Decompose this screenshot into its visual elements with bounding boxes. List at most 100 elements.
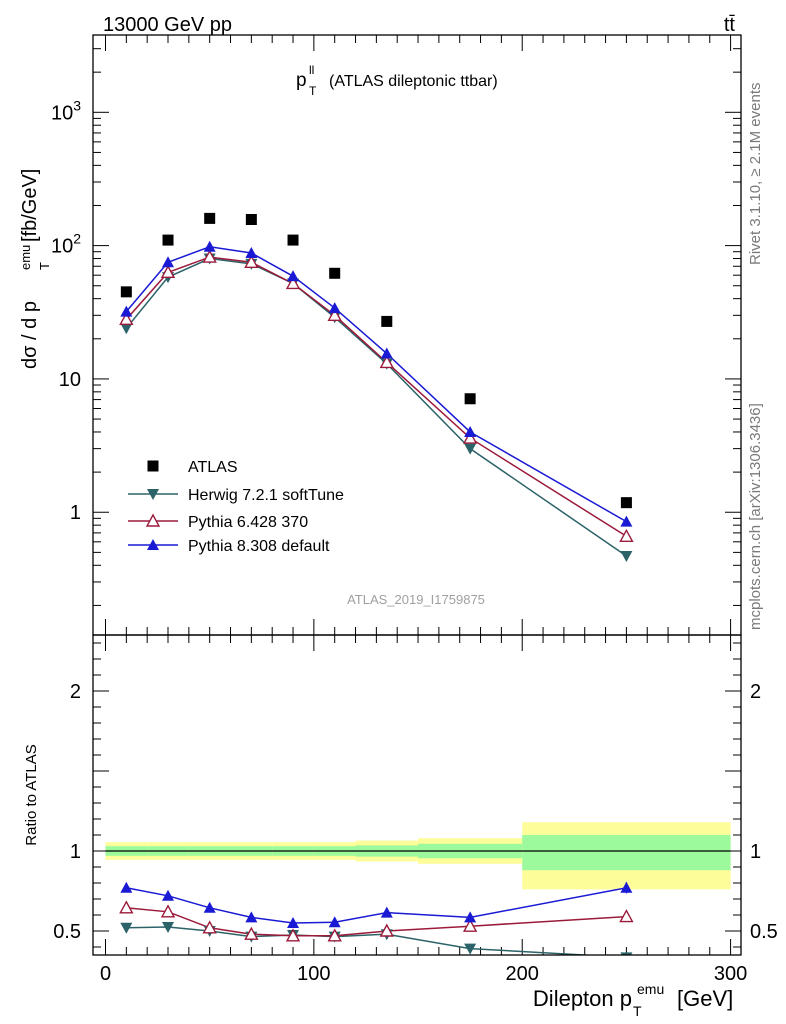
pythia8-ratio-point bbox=[380, 906, 393, 918]
pythia8-ratio-point bbox=[245, 911, 258, 923]
analysis-watermark: ATLAS_2019_I1759875 bbox=[347, 592, 485, 607]
main-y-tick-label: 10 bbox=[59, 369, 81, 391]
pythia6-ratio-point bbox=[244, 926, 259, 940]
pythia6-ratio-point bbox=[119, 900, 134, 914]
pythia6-ratio-point bbox=[160, 904, 176, 918]
ratio-axis-ticks: 0.5 0.5 1 1 2 2 0 100 200 300 bbox=[53, 635, 778, 985]
x-tick-label: 0 bbox=[100, 963, 111, 985]
pythia6-ratio-point bbox=[202, 920, 217, 934]
pythia8-ratio-line bbox=[126, 887, 627, 924]
atlas-main-point bbox=[162, 234, 174, 246]
pythia8-main-point bbox=[287, 270, 300, 282]
x-tick-label: 300 bbox=[714, 963, 747, 985]
herwig-main-point bbox=[120, 323, 133, 335]
herwig-ratio-point bbox=[120, 922, 133, 934]
main-y-axis-label-sub: T bbox=[37, 262, 52, 270]
herwig-ratio-point bbox=[620, 952, 633, 955]
legend-marker-atlas bbox=[147, 460, 159, 472]
pythia8-main-point bbox=[620, 515, 633, 527]
atlas-main-point bbox=[329, 267, 341, 279]
pythia8-ratio-point bbox=[620, 881, 633, 893]
legend-marker-herwig bbox=[147, 489, 159, 500]
legend-label-atlas: ATLAS bbox=[188, 459, 238, 476]
atlas-main-point bbox=[245, 213, 257, 225]
ratio-y-tick-label-right: 0.5 bbox=[750, 921, 778, 943]
pythia6-main-point bbox=[379, 354, 394, 369]
pythia8-main-point bbox=[203, 240, 216, 252]
pythia6-main-point bbox=[202, 249, 217, 263]
atlas-main-point bbox=[381, 315, 393, 327]
main-title-superscript: ll bbox=[309, 63, 314, 77]
pythia8-main-point bbox=[380, 347, 393, 359]
pythia6-ratio-line bbox=[126, 907, 627, 937]
ratio-uncertainty-bands bbox=[105, 822, 731, 890]
pythia8-ratio-point bbox=[120, 881, 133, 893]
atlas-main-point bbox=[464, 393, 476, 405]
ratio-y-tick-label-left: 2 bbox=[70, 681, 81, 703]
main-y-tick-label: 1 bbox=[70, 502, 81, 524]
ratio-y-tick-label-left: 1 bbox=[70, 841, 81, 863]
atlas-main-point bbox=[120, 286, 132, 298]
pythia8-main-point bbox=[120, 305, 133, 317]
main-y-tick-label: 102 bbox=[51, 231, 81, 258]
rivet-version-label: Rivet 3.1.10, ≥ 2.1M events bbox=[747, 83, 764, 266]
ratio-y-tick-label-left: 0.5 bbox=[53, 921, 81, 943]
herwig-main-point bbox=[464, 443, 477, 455]
pythia8-main-point bbox=[245, 247, 258, 259]
main-title-rest: (ATLAS dileptonic ttbar) bbox=[329, 73, 498, 90]
main-y-axis-label-units: [fb/GeV] bbox=[19, 169, 41, 242]
pythia6-ratio-point bbox=[285, 928, 301, 942]
process-label: tt̄ bbox=[724, 14, 736, 36]
herwig-main-line bbox=[125, 257, 627, 557]
main-y-tick-label: 103 bbox=[51, 97, 81, 124]
herwig-ratio-point bbox=[162, 922, 175, 933]
x-axis-label-sub: T bbox=[633, 1003, 642, 1019]
legend-label-pythia6: Pythia 6.428 370 bbox=[188, 514, 308, 531]
pythia8-ratio-point bbox=[328, 916, 341, 928]
ratio-y-tick-label-right: 1 bbox=[750, 841, 761, 863]
ratio-band-inner bbox=[522, 835, 731, 871]
legend: ATLAS Herwig 7.2.1 softTune Pythia 6.428 3… bbox=[128, 459, 344, 555]
main-series-lines bbox=[125, 246, 627, 557]
main-title: p bbox=[296, 70, 307, 91]
pythia6-main-point bbox=[160, 264, 176, 279]
legend-label-pythia8: Pythia 8.308 default bbox=[188, 538, 330, 555]
pythia6-main-point bbox=[244, 254, 259, 268]
main-y-axis-label: dσ / d p bbox=[19, 301, 41, 369]
x-tick-label: 200 bbox=[506, 963, 539, 985]
pythia6-ratio-point bbox=[327, 928, 342, 942]
pythia8-ratio-point bbox=[203, 901, 216, 913]
atlas-main-point bbox=[287, 234, 299, 246]
legend-marker-pythia8 bbox=[147, 539, 159, 550]
atlas-main-point bbox=[204, 212, 216, 224]
pythia6-main-point bbox=[327, 307, 342, 322]
pythia6-ratio-point bbox=[462, 918, 478, 932]
ratio-y-tick-label-right: 2 bbox=[750, 681, 761, 703]
x-axis-label-units: [GeV] bbox=[677, 986, 733, 1011]
pythia6-ratio-point bbox=[619, 909, 634, 923]
legend-marker-pythia6 bbox=[145, 513, 161, 527]
atlas-main-point bbox=[620, 497, 632, 509]
main-series-markers bbox=[119, 212, 634, 562]
pythia8-main-point bbox=[162, 256, 175, 268]
ratio-series-markers bbox=[119, 881, 634, 955]
x-axis-label-main: Dilepton p bbox=[533, 986, 632, 1011]
ratio-y-axis-label: Ratio to ATLAS bbox=[23, 744, 40, 845]
pythia8-ratio-point bbox=[162, 889, 175, 901]
pythia8-main-point bbox=[328, 302, 341, 314]
pythia6-main-point bbox=[619, 528, 634, 542]
pythia6-main-point bbox=[119, 311, 134, 326]
main-y-axis-label-sup: emu bbox=[18, 245, 33, 270]
herwig-ratio-point bbox=[464, 943, 477, 955]
pythia8-main-point bbox=[464, 425, 477, 437]
legend-label-herwig: Herwig 7.2.1 softTune bbox=[188, 487, 344, 504]
ratio-series-lines bbox=[126, 887, 627, 955]
pythia6-ratio-point bbox=[379, 923, 394, 937]
pythia8-main-line bbox=[125, 246, 627, 523]
main-title-subscript: T bbox=[309, 84, 317, 98]
mcplots-credit-label: mcplots.cern.ch [arXiv:1306.3436] bbox=[747, 403, 764, 630]
ratio-panel-frame bbox=[92, 634, 742, 956]
pythia8-ratio-point bbox=[464, 911, 477, 923]
pythia8-ratio-point bbox=[287, 917, 300, 928]
